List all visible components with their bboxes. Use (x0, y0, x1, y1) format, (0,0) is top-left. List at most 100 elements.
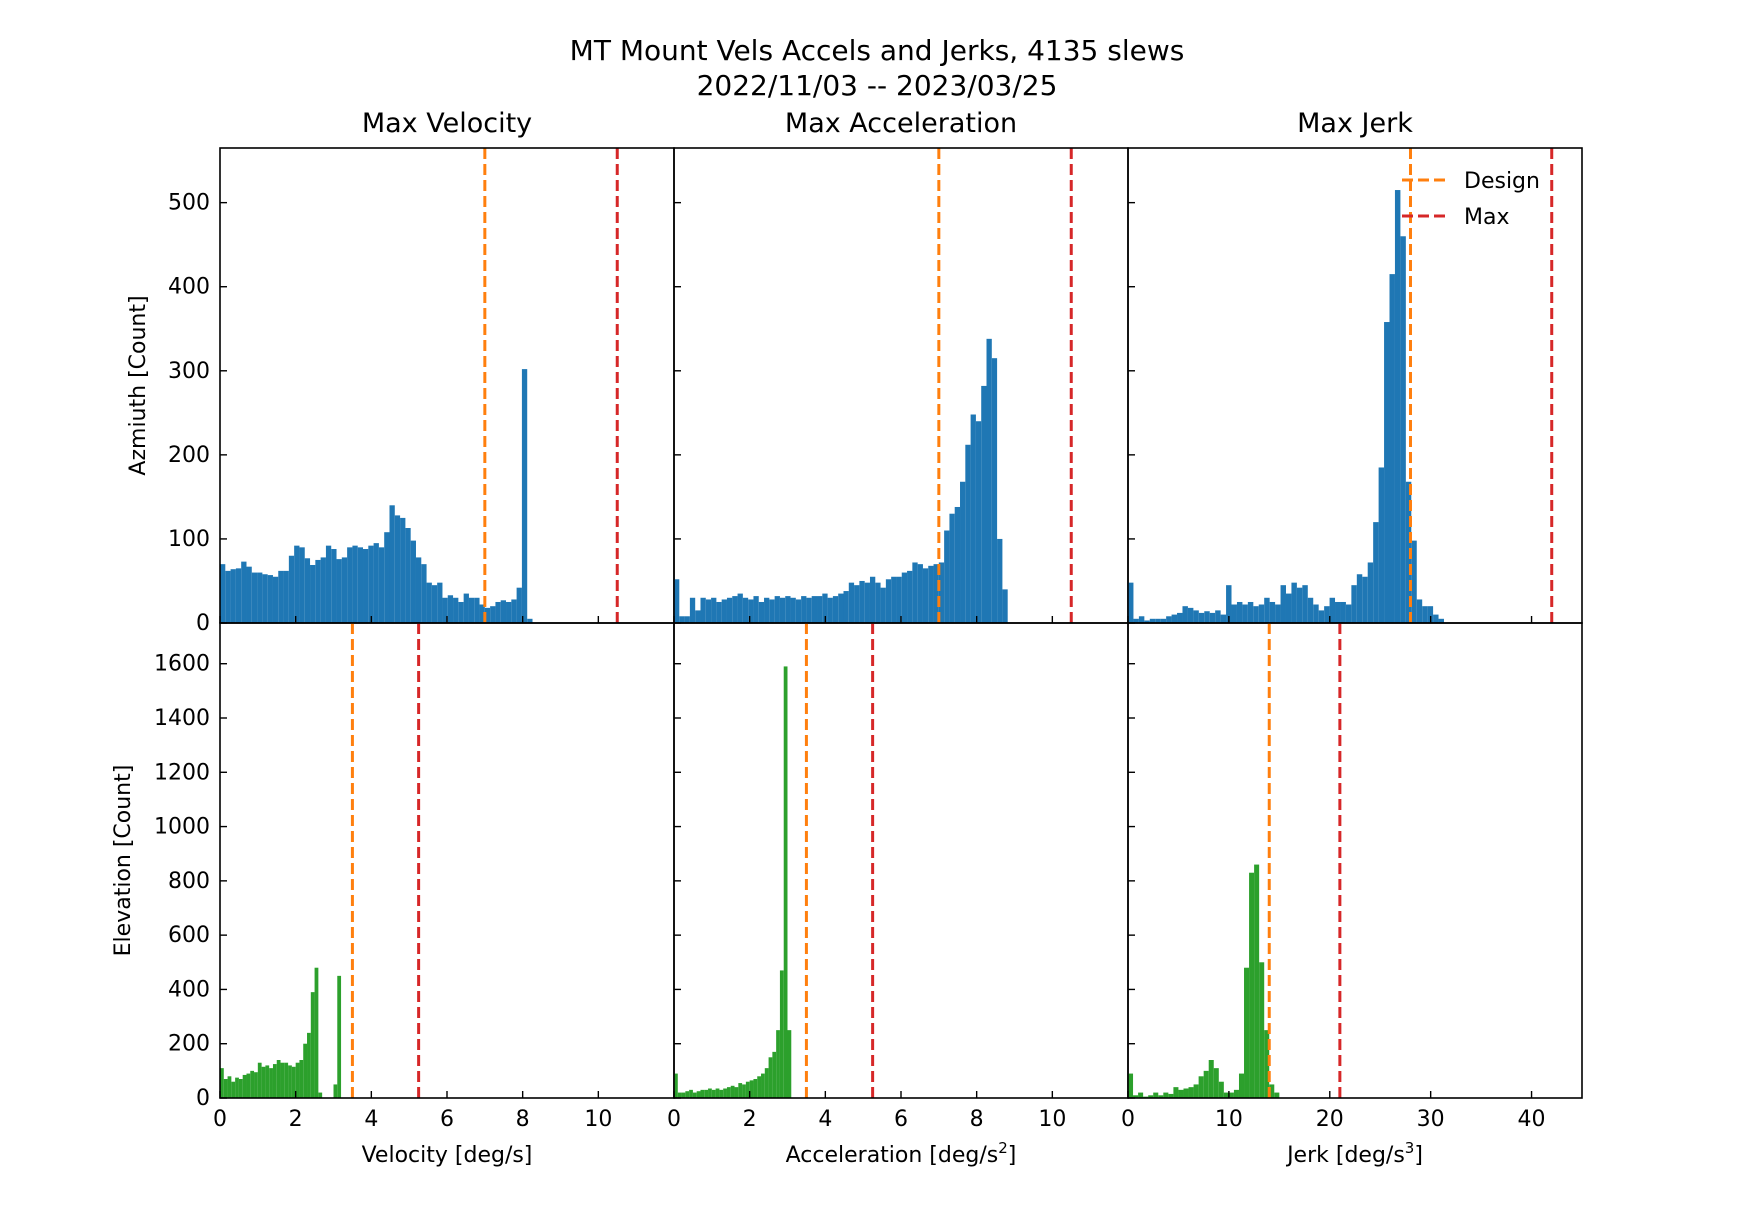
histogram-bar (811, 596, 818, 623)
histogram-bar (822, 593, 828, 623)
histogram-bar (400, 517, 406, 623)
histogram-bar (681, 1092, 686, 1098)
histogram-bar (315, 559, 321, 623)
histogram-bar (885, 579, 892, 623)
histogram-bar (1231, 604, 1237, 623)
histogram-bar (1177, 612, 1183, 623)
histogram-bar (896, 576, 902, 623)
histogram-bar (912, 562, 918, 623)
column-title: Max Jerk (1297, 108, 1413, 139)
histogram-bar (917, 564, 923, 623)
histogram-bar (1411, 540, 1417, 623)
y-tick-label: 1400 (154, 706, 210, 731)
histogram-bar (442, 597, 448, 623)
histogram-bar (1168, 1093, 1174, 1098)
histogram-bar (1182, 606, 1188, 623)
histogram-bar (1138, 1092, 1144, 1098)
histogram-bar (801, 596, 807, 623)
histogram-bar (1253, 606, 1259, 623)
histogram-bar (768, 1057, 773, 1098)
histogram-bar (817, 596, 823, 623)
histogram-bar (347, 547, 353, 623)
histogram-bar (1254, 864, 1260, 1098)
histogram-bar (732, 596, 738, 623)
panel-elevation-velocity: 0 200 400 600 800 1000 1200 1400 1600 0 2 4 6 8 10 Velo… (111, 622, 675, 1168)
histogram-bar (933, 564, 939, 623)
legend-max-label: Max (1464, 205, 1509, 230)
histogram-bar (869, 576, 876, 623)
histogram-bar (737, 593, 743, 623)
panel-frame (673, 147, 1129, 624)
histogram-bar (1384, 322, 1390, 623)
histogram-bar (705, 599, 712, 623)
histogram-bar (726, 1087, 731, 1098)
histogram-bar (783, 666, 788, 1098)
histogram-bar (262, 574, 268, 623)
histogram-bar (1296, 587, 1303, 623)
y-tick-label: 200 (168, 1032, 210, 1057)
histogram-bar (749, 1080, 754, 1098)
histogram-bar (880, 587, 886, 623)
histogram-bar (1138, 616, 1145, 623)
histogram-bar (500, 600, 507, 623)
histogram-bar (1228, 1092, 1234, 1098)
y-axis-label: Elevation [Count] (111, 765, 136, 957)
histogram-bar (854, 585, 860, 623)
histogram-bar (757, 1076, 762, 1098)
histogram-bar (458, 601, 464, 623)
histogram-bar (711, 597, 717, 623)
histogram-bar (1188, 1087, 1194, 1098)
histogram-bar (231, 1081, 236, 1098)
histogram-bar (426, 582, 432, 623)
x-axis-label: Jerk [deg/s3] (1285, 1139, 1423, 1168)
y-tick-label: 0 (196, 611, 210, 636)
histogram-bar (1307, 597, 1314, 623)
histogram-bar (1249, 872, 1255, 1098)
x-tick-label: 0 (213, 1107, 227, 1132)
histogram-bar (1173, 1087, 1179, 1098)
histogram-bar (684, 616, 690, 623)
histogram-bar (790, 597, 796, 623)
histogram-bar (257, 1062, 262, 1098)
histogram-bar (981, 385, 987, 623)
histogram-bar (970, 414, 976, 623)
histogram-bar (859, 580, 865, 623)
histogram-bar (250, 1070, 255, 1098)
histogram-bar (806, 597, 812, 623)
histogram-bar (337, 975, 342, 1098)
histogram-bar (761, 1073, 765, 1098)
x-tick-label: 4 (818, 1107, 832, 1132)
histogram-bar (907, 570, 913, 623)
histogram-bar (1223, 1092, 1229, 1098)
histogram-bar (431, 585, 438, 623)
histogram-bar (776, 1030, 780, 1098)
histogram-bar (251, 572, 258, 623)
histogram-bar (265, 1065, 270, 1098)
panel-elevation-jerk: 0 10 20 30 40 Jerk [deg/s3] (1121, 622, 1583, 1168)
histogram-bar (1274, 1092, 1280, 1098)
histogram-bar (1269, 601, 1276, 623)
histogram-bar (421, 564, 427, 623)
histogram-bar (276, 1060, 281, 1098)
y-axis-label: Azmiuth [Count] (126, 295, 151, 475)
histogram-bar (1247, 601, 1254, 623)
x-tick-label: 30 (1417, 1107, 1445, 1132)
figure-title-line-2: 2022/11/03 -- 2023/03/25 (697, 69, 1058, 102)
histogram-bar (677, 1092, 682, 1098)
histogram-bar (1204, 611, 1210, 623)
histogram-bar (679, 616, 685, 623)
histogram-bar (468, 597, 475, 623)
x-tick-label: 40 (1518, 1107, 1546, 1132)
histogram-bar (373, 543, 379, 623)
histogram-bar (1133, 1095, 1139, 1098)
histogram-bar (278, 570, 284, 623)
histogram-bar (1405, 481, 1412, 623)
histogram-bar (223, 1079, 228, 1098)
x-tick-label: 6 (440, 1107, 454, 1132)
histogram-bar (674, 1073, 678, 1098)
y-tick-label: 600 (168, 923, 210, 948)
histogram-bar (1373, 522, 1379, 623)
histogram-bar (1259, 962, 1265, 1098)
x-tick-label: 0 (1121, 1107, 1135, 1132)
histogram-bar (708, 1088, 712, 1098)
